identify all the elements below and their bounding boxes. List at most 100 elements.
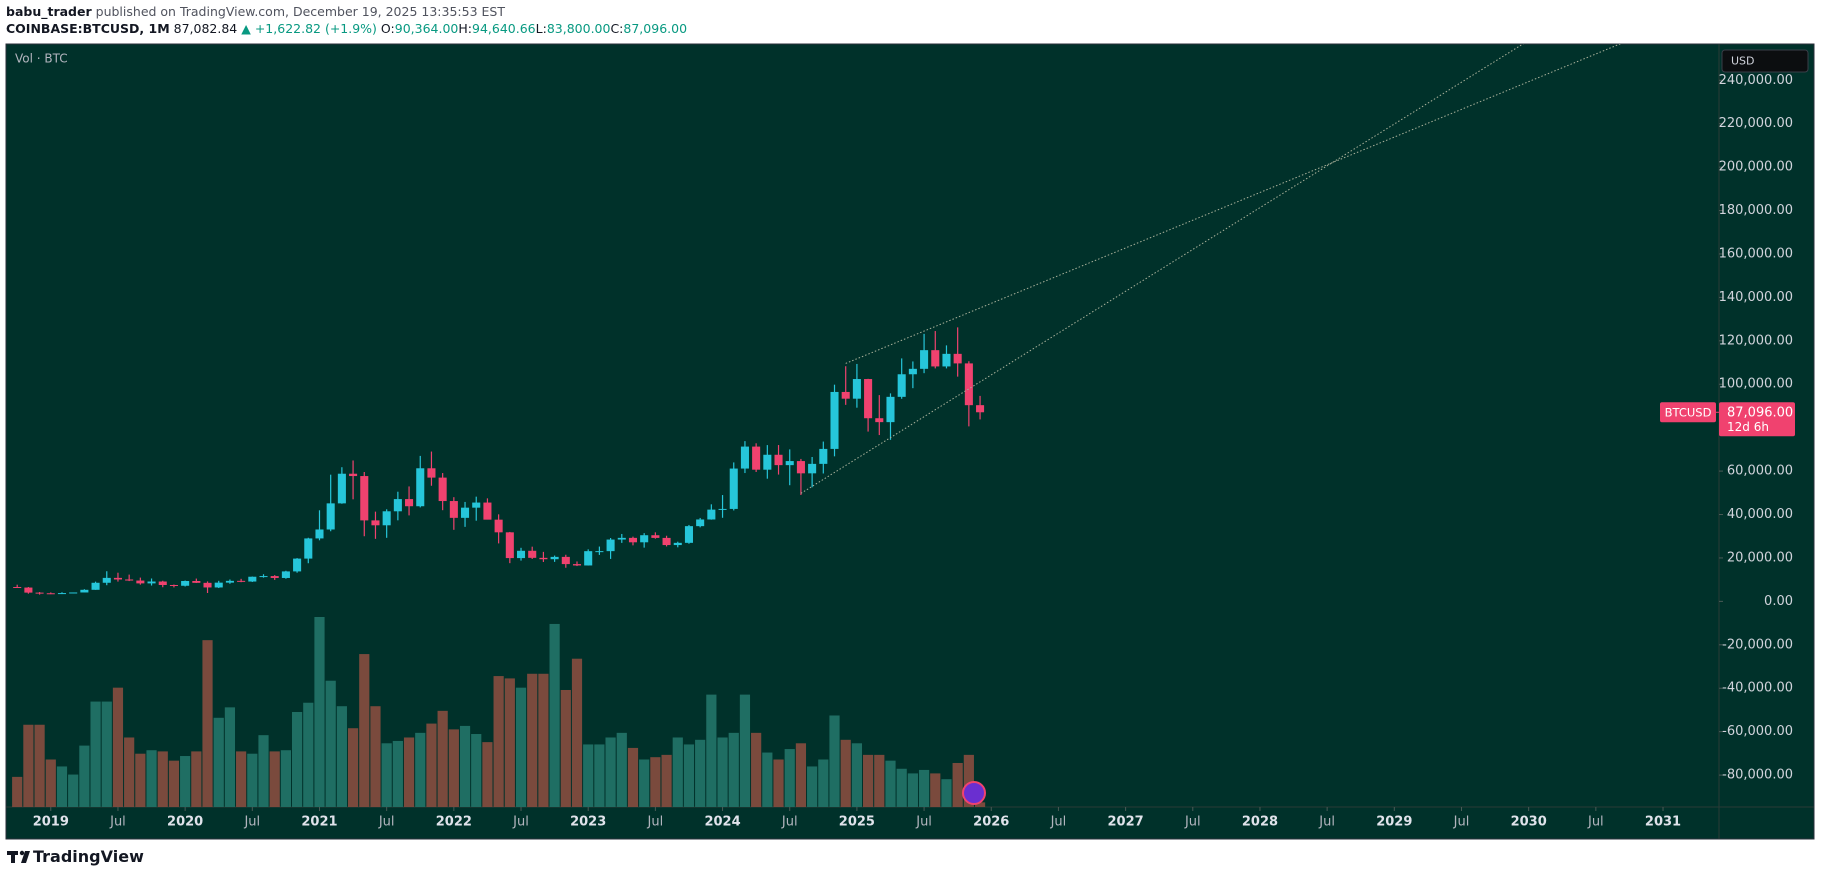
volume-bar bbox=[448, 729, 459, 807]
candle-body bbox=[416, 468, 425, 507]
volume-bar bbox=[471, 734, 482, 807]
volume-bar bbox=[683, 744, 695, 807]
ohlc-value: 87,096.00 bbox=[623, 21, 688, 36]
candle-body bbox=[651, 535, 660, 538]
candle-body bbox=[304, 538, 313, 559]
volume-bar bbox=[392, 740, 403, 807]
y-tick-label: 240,000.00 bbox=[1719, 73, 1793, 88]
candle-body bbox=[113, 577, 122, 580]
author[interactable]: babu_trader bbox=[6, 4, 92, 19]
volume-bar bbox=[918, 769, 930, 807]
volume-bar bbox=[717, 737, 728, 807]
x-tick-label: 2027 bbox=[1108, 815, 1144, 830]
candle-body bbox=[976, 405, 985, 413]
x-tick-label: 2025 bbox=[839, 815, 875, 830]
y-tick-label: 40,000.00 bbox=[1727, 507, 1793, 522]
volume-bar bbox=[202, 640, 213, 807]
candle-body bbox=[393, 499, 402, 512]
x-tick-label: 2030 bbox=[1511, 815, 1547, 830]
candle-body bbox=[808, 463, 817, 474]
volume-bar bbox=[896, 768, 907, 807]
volume-bar bbox=[370, 706, 381, 807]
published: published on TradingView.com, December 1… bbox=[95, 4, 505, 19]
candle-body bbox=[371, 520, 380, 526]
candle-body bbox=[964, 363, 973, 406]
x-tick-label: 2022 bbox=[436, 815, 472, 830]
candle-body bbox=[405, 499, 414, 507]
candle-body bbox=[550, 556, 559, 560]
volume-bar bbox=[583, 744, 594, 807]
candle-body bbox=[584, 551, 593, 566]
candle-body bbox=[707, 509, 716, 520]
event-icon[interactable] bbox=[962, 781, 986, 805]
volume-bar bbox=[12, 776, 23, 807]
candle-body bbox=[494, 519, 503, 533]
candle-body bbox=[942, 353, 951, 367]
candle-body bbox=[505, 532, 514, 559]
volume-bar bbox=[314, 617, 325, 807]
candle-body bbox=[315, 529, 324, 539]
volume-bar bbox=[952, 762, 963, 807]
volume-bar bbox=[269, 751, 280, 807]
candle-body bbox=[438, 477, 447, 502]
volume-bar bbox=[280, 750, 291, 807]
volume-bar bbox=[773, 759, 784, 807]
x-tick-label: Jul bbox=[512, 815, 529, 830]
volume-bar bbox=[34, 724, 45, 807]
symbol-tag bbox=[1660, 402, 1716, 423]
candle-body bbox=[752, 446, 761, 470]
volume-bar bbox=[963, 754, 974, 807]
candle-body bbox=[662, 537, 671, 546]
candle-body bbox=[57, 593, 67, 595]
volume-bar bbox=[482, 742, 493, 807]
x-tick-label: Jul bbox=[1184, 815, 1201, 830]
candle-body bbox=[483, 502, 492, 520]
countdown-label: 12d 6h bbox=[1727, 420, 1769, 434]
x-tick-label: Jul bbox=[1453, 815, 1470, 830]
y-tick-label: 180,000.00 bbox=[1719, 203, 1793, 218]
candle-body bbox=[449, 501, 458, 518]
candle-body bbox=[729, 468, 738, 509]
candle-body bbox=[360, 476, 369, 521]
candle-body bbox=[774, 454, 783, 466]
y-tick-label: 160,000.00 bbox=[1719, 246, 1793, 261]
volume-bar bbox=[695, 739, 706, 807]
volume-bar bbox=[79, 745, 90, 807]
candle-body bbox=[237, 580, 246, 582]
candle-body bbox=[628, 537, 638, 543]
volume-bar bbox=[605, 737, 616, 807]
x-tick-label: 2020 bbox=[167, 815, 203, 830]
volume-bar bbox=[661, 754, 672, 807]
volume-bar bbox=[236, 751, 247, 807]
ohlc-label: O: bbox=[380, 21, 395, 36]
symbol: COINBASE:BTCUSD, 1M bbox=[6, 21, 170, 36]
candle-body bbox=[796, 461, 805, 474]
chart-background bbox=[5, 43, 1815, 840]
candle-body bbox=[841, 391, 850, 399]
candle-body bbox=[214, 582, 223, 588]
candle-body bbox=[561, 556, 570, 565]
candle-body bbox=[147, 581, 156, 584]
volume-bar bbox=[863, 754, 874, 807]
volume-bar bbox=[135, 753, 146, 807]
volume-bar bbox=[504, 678, 515, 807]
ohlc-value: 90,364.00 bbox=[394, 21, 459, 36]
candle-body bbox=[617, 537, 626, 540]
volume-bar bbox=[840, 739, 851, 807]
y-tick-label: 100,000.00 bbox=[1719, 377, 1793, 392]
candle-body bbox=[158, 581, 167, 586]
currency-button[interactable] bbox=[1721, 49, 1809, 73]
x-tick-label: Jul bbox=[915, 815, 932, 830]
candle-body bbox=[920, 350, 929, 369]
volume-bar bbox=[762, 752, 773, 807]
currency-label: USD bbox=[1731, 55, 1755, 68]
volume-bar bbox=[292, 712, 303, 807]
volume-bar bbox=[213, 717, 224, 807]
logo-part bbox=[19, 850, 25, 856]
candle-body bbox=[718, 508, 727, 510]
logo-part bbox=[21, 851, 30, 863]
change: ▲ +1,622.82 (+1.9%) bbox=[241, 21, 377, 36]
candle-body bbox=[572, 564, 582, 566]
volume-bar bbox=[571, 658, 583, 807]
